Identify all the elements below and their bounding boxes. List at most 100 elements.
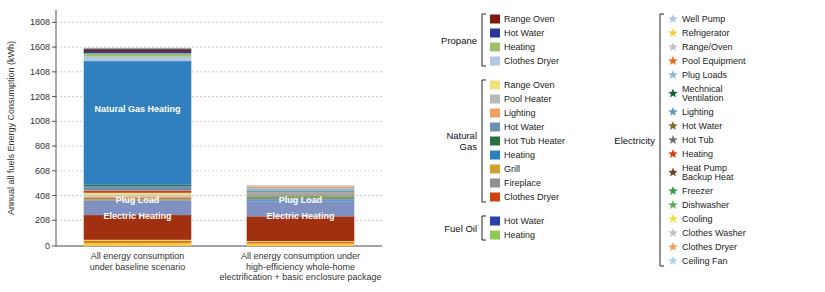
axes: 020840860880810081208140816081808All ene… bbox=[30, 10, 382, 282]
legend-label: Heating bbox=[682, 149, 713, 159]
text-line: Pool Equipment bbox=[682, 56, 746, 66]
legend-group: Range OvenPool HeaterLightingHot WaterHo… bbox=[446, 80, 565, 202]
bar-segment bbox=[247, 244, 355, 246]
legend-group-title: NaturalGas bbox=[446, 130, 477, 152]
legend-bracket bbox=[482, 216, 483, 240]
legend-swatch bbox=[490, 95, 500, 104]
bar-segment bbox=[84, 53, 192, 56]
legend-label: Hot Tub Heater bbox=[504, 136, 565, 146]
text-line: Dishwasher bbox=[682, 200, 729, 210]
bar-segment bbox=[84, 185, 192, 186]
annotation: Plug Load bbox=[279, 195, 323, 205]
legend-marker bbox=[668, 168, 678, 177]
legend-label: Clothes Dryer bbox=[504, 56, 559, 66]
text-line: Plug Loads bbox=[682, 70, 728, 80]
bar-segment bbox=[247, 193, 355, 195]
legend-bracket bbox=[660, 266, 664, 267]
y-tick bbox=[52, 220, 56, 221]
y-tick bbox=[52, 195, 56, 196]
y-tick bbox=[52, 96, 56, 97]
y-tick-label: 1808 bbox=[30, 17, 50, 27]
legend-swatch bbox=[490, 231, 500, 240]
legend-label: Ceiling Fan bbox=[682, 256, 728, 266]
legend-marker bbox=[668, 42, 678, 51]
text-line: Lighting bbox=[682, 107, 714, 117]
annotation: Electric Heating bbox=[103, 211, 171, 221]
text-line: Natural bbox=[446, 130, 477, 141]
text-line: Ventilation bbox=[682, 93, 724, 103]
legend-label: Heating bbox=[504, 230, 535, 240]
legend-label: Fireplace bbox=[504, 178, 541, 188]
legend-label: Hot Water bbox=[682, 121, 722, 131]
legend-swatch bbox=[490, 123, 500, 132]
y-tick bbox=[52, 121, 56, 122]
legend-swatch bbox=[490, 81, 500, 90]
legend-marker bbox=[668, 56, 678, 65]
legend-group-title: Propane bbox=[441, 35, 477, 46]
annotation: Plug Load bbox=[116, 195, 160, 205]
legend-marker bbox=[668, 135, 678, 144]
legend-label: Plug Loads bbox=[682, 70, 728, 80]
text-line: Well Pump bbox=[682, 14, 725, 24]
text-line: Freezer bbox=[682, 186, 713, 196]
text-line: All energy consumption bbox=[91, 251, 185, 261]
text-line: Clothes Dryer bbox=[504, 56, 559, 66]
legend-marker bbox=[668, 149, 678, 158]
bar-segment bbox=[84, 57, 192, 61]
legend-label: Heating bbox=[504, 42, 535, 52]
bar-segment bbox=[84, 241, 192, 243]
legend-bracket bbox=[660, 14, 664, 15]
legend-bracket bbox=[482, 14, 483, 66]
bar-segment bbox=[84, 186, 192, 190]
text-line: Heat Pump bbox=[682, 163, 727, 173]
legend-label: Range Oven bbox=[504, 80, 555, 90]
y-tick bbox=[52, 47, 56, 48]
legend-label: Range Oven bbox=[504, 14, 555, 24]
bar-segment bbox=[84, 243, 192, 246]
text-line: under baseline scenario bbox=[90, 262, 186, 272]
legend-group-title: Fuel Oil bbox=[444, 223, 477, 234]
legend-marker bbox=[668, 107, 678, 116]
text-line: Fireplace bbox=[504, 178, 541, 188]
x-tick-label: All energy consumptionunder baseline sce… bbox=[90, 251, 186, 272]
text-line: Electricity bbox=[614, 135, 655, 146]
legend-swatch bbox=[490, 109, 500, 118]
legend-swatch bbox=[490, 165, 500, 174]
y-tick-label: 408 bbox=[35, 191, 50, 201]
text-line: Backup Heat bbox=[682, 172, 734, 182]
text-line: Lighting bbox=[504, 108, 536, 118]
legend-marker bbox=[668, 214, 678, 223]
text-line: Heating bbox=[504, 230, 535, 240]
y-tick-label: 608 bbox=[35, 166, 50, 176]
y-tick bbox=[52, 71, 56, 72]
bar-segment bbox=[247, 185, 355, 186]
legend-label: Grill bbox=[504, 164, 520, 174]
legend-label: Heating bbox=[504, 150, 535, 160]
y-tick-label: 808 bbox=[35, 141, 50, 151]
legend-swatch bbox=[490, 57, 500, 66]
legend-label: Dishwasher bbox=[682, 200, 729, 210]
legend-marker bbox=[668, 228, 678, 237]
bar-segment bbox=[84, 49, 192, 51]
legend-bracket bbox=[482, 202, 486, 203]
legend-marker bbox=[668, 89, 678, 98]
bar-segment bbox=[247, 187, 355, 188]
text-line: Grill bbox=[504, 164, 520, 174]
annotations: Electric HeatingPlug LoadNatural Gas Hea… bbox=[94, 104, 334, 221]
bar-segment bbox=[84, 191, 192, 193]
text-line: high-efficiency whole-home bbox=[246, 262, 355, 272]
bars bbox=[84, 48, 355, 246]
legend-bracket bbox=[482, 80, 483, 202]
bar-segment bbox=[84, 61, 192, 185]
legend-bracket bbox=[482, 216, 486, 217]
text-line: Heating bbox=[504, 150, 535, 160]
legend-swatch bbox=[490, 43, 500, 52]
text-line: Range/Oven bbox=[682, 42, 733, 52]
legend-marker bbox=[668, 70, 678, 79]
text-line: Hot Water bbox=[682, 121, 722, 131]
grid-line bbox=[56, 47, 382, 48]
legend-marker bbox=[668, 186, 678, 195]
y-tick bbox=[52, 170, 56, 171]
y-tick-label: 1608 bbox=[30, 42, 50, 52]
chart: 020840860880810081208140816081808All ene… bbox=[0, 0, 825, 292]
